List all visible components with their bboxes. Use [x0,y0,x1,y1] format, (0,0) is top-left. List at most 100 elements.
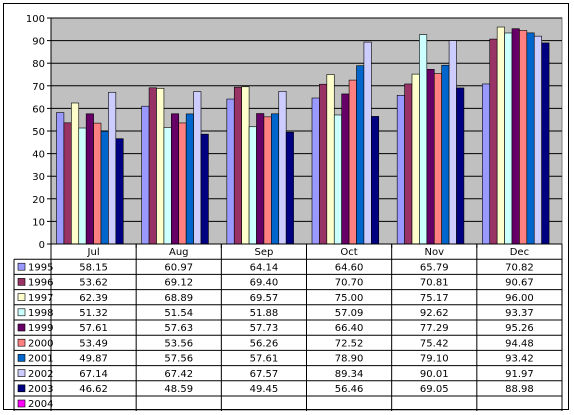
data-label: 94.48 [505,338,534,349]
bar-2003-Sep [285,131,294,245]
data-label: 51.32 [79,308,108,319]
data-label: 64.14 [250,262,279,273]
bar-1999-Jul [85,113,94,245]
legend-key-2003 [17,384,26,393]
data-label: 56.26 [250,338,279,349]
bar-2002-Aug [193,91,202,245]
data-label: 75.42 [420,338,449,349]
y-tick-label: 60 [32,104,45,115]
data-label: 51.54 [164,308,193,319]
bar-1997-Sep [241,86,250,245]
bar-2000-Sep [263,116,272,245]
bar-1996-Aug [148,87,157,245]
data-label: 67.57 [250,369,279,380]
bar-2000-Nov [433,73,442,245]
data-label: 70.82 [505,262,534,273]
data-label: 57.09 [335,308,364,319]
data-label: 46.62 [79,384,108,395]
bar-1995-Dec [482,83,491,245]
data-label: 62.39 [79,293,108,304]
bar-1996-Jul [63,122,72,245]
chart-frame: 0 10 20 30 40 50 60 70 80 90 100 Jul Aug Sep Oct Nov De… [3,3,569,411]
y-tick-label: 10 [32,217,45,228]
legend-label: 2001 [28,354,53,365]
data-label: 57.61 [79,323,108,334]
bar-2002-Oct [363,41,372,245]
data-label: 69.12 [164,278,193,289]
bar-2000-Aug [178,122,187,245]
bar-1995-Jul [56,112,65,245]
legend-label: 2002 [28,369,53,380]
data-label: 68.89 [164,293,193,304]
bar-1995-Aug [141,105,150,245]
data-label: 53.62 [79,278,108,289]
data-label: 79.10 [420,354,449,365]
bar-2000-Dec [519,30,528,245]
bar-1997-Oct [326,74,335,245]
y-tick-label: 50 [32,127,45,138]
bar-1998-Dec [504,32,513,245]
data-label: 49.45 [250,384,279,395]
bar-1996-Oct [319,83,328,245]
bar-2003-Dec [541,42,550,245]
bar-1997-Jul [71,102,80,245]
data-label: 65.79 [420,262,449,273]
bar-1995-Sep [226,98,235,245]
bar-1996-Dec [489,38,498,245]
data-label: 96.00 [505,293,534,304]
legend-key-1997 [17,293,26,301]
legend-label: 1995 [28,262,53,273]
data-label: 57.56 [164,354,193,365]
legend-key-1999 [17,323,26,332]
data-label: 57.73 [250,323,279,334]
data-label: 60.97 [164,262,193,273]
legend-label: 1998 [28,308,53,319]
bar-series [56,26,550,245]
gridlines [51,17,562,222]
data-label: 67.14 [79,369,108,380]
bar-2001-Sep [271,113,280,245]
data-label: 69.40 [250,278,279,289]
y-tick-label: 0 [39,240,45,251]
y-tick-label: 40 [32,150,45,161]
legend-label: 1997 [28,293,53,304]
legend-label: 2003 [28,384,53,395]
bar-2001-Nov [441,64,450,245]
category-label: Jul [87,247,100,258]
data-label: 66.40 [335,323,364,334]
y-tick-label: 30 [32,172,45,183]
bar-2000-Jul [93,122,102,245]
data-label: 69.57 [250,293,279,304]
bar-1999-Sep [256,113,265,245]
data-label: 56.46 [335,384,364,395]
y-tick-label: 100 [26,14,45,25]
data-table: Jul Aug Sep Oct Nov Dec 1995 58.15 60.97 64.14 64.… [13,243,563,411]
data-label: 49.87 [79,354,108,365]
legend-key-1998 [17,308,26,317]
bar-1998-Sep [248,126,257,245]
data-label: 70.81 [420,278,449,289]
bar-1998-Aug [163,127,172,245]
data-label: 90.01 [420,369,449,380]
data-label: 70.70 [335,278,364,289]
bar-2003-Jul [115,138,124,245]
bar-1995-Nov [396,95,405,245]
bar-2001-Jul [100,130,109,245]
data-label: 93.37 [505,308,534,319]
data-label: 53.56 [164,338,193,349]
legend-label: 2004 [28,399,53,410]
data-label: 95.26 [505,323,534,334]
bar-1996-Nov [404,83,413,245]
legend-label: 1999 [28,323,53,334]
bar-1998-Nov [419,34,428,245]
bar-chart: 0 10 20 30 40 50 60 70 80 90 100 Jul Aug Sep Oct Nov De… [13,14,563,411]
category-label: Nov [424,247,444,258]
data-label: 77.29 [420,323,449,334]
bar-1999-Oct [341,93,350,245]
y-tick-label: 70 [32,82,45,93]
data-label: 72.52 [335,338,364,349]
legend-key-2001 [17,354,26,362]
data-label: 88.98 [505,384,534,395]
bar-2000-Oct [348,79,357,245]
bar-2002-Dec [533,35,542,245]
